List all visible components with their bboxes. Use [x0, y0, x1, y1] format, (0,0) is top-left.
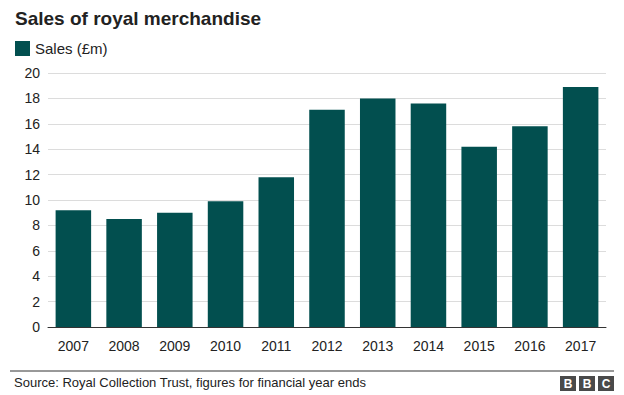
svg-text:2007: 2007	[58, 338, 89, 354]
svg-text:8: 8	[32, 217, 40, 233]
svg-text:14: 14	[24, 141, 40, 157]
svg-text:2013: 2013	[362, 338, 393, 354]
svg-text:Source: Royal Collection Trust: Source: Royal Collection Trust, figures …	[14, 375, 366, 390]
svg-text:2011: 2011	[261, 338, 291, 354]
svg-text:Sales (£m): Sales (£m)	[35, 40, 108, 57]
svg-text:2016: 2016	[514, 338, 545, 354]
svg-text:2: 2	[32, 294, 40, 310]
svg-text:Sales of royal merchandise: Sales of royal merchandise	[15, 8, 261, 29]
svg-text:2014: 2014	[413, 338, 444, 354]
svg-text:10: 10	[24, 192, 40, 208]
svg-text:2008: 2008	[109, 338, 140, 354]
svg-text:2017: 2017	[565, 338, 596, 354]
svg-text:B: B	[564, 377, 573, 391]
svg-text:2012: 2012	[311, 338, 342, 354]
svg-text:16: 16	[24, 116, 40, 132]
svg-text:2009: 2009	[159, 338, 190, 354]
svg-text:6: 6	[32, 243, 40, 259]
svg-text:4: 4	[32, 268, 40, 284]
svg-text:12: 12	[24, 167, 40, 183]
svg-text:20: 20	[24, 65, 40, 81]
svg-text:2015: 2015	[464, 338, 495, 354]
svg-text:18: 18	[24, 90, 40, 106]
svg-text:B: B	[583, 377, 592, 391]
svg-text:2010: 2010	[210, 338, 241, 354]
svg-text:C: C	[602, 377, 611, 391]
svg-text:0: 0	[32, 319, 40, 335]
